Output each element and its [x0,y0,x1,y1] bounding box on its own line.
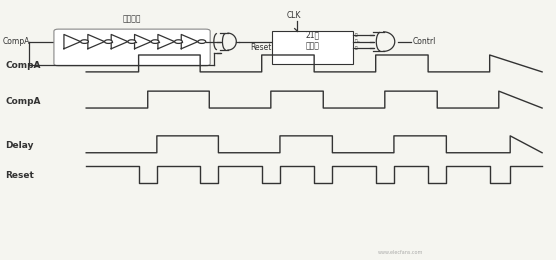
Text: CompA: CompA [6,97,41,106]
Text: Contrl: Contrl [413,37,436,46]
Circle shape [105,40,112,43]
Text: 位₀: 位₀ [355,33,359,37]
Text: CompA: CompA [3,37,30,46]
Text: CompA: CompA [6,61,41,70]
Bar [272,31,353,64]
Circle shape [175,40,182,43]
Circle shape [128,40,136,43]
Circle shape [151,40,159,43]
Text: Reset: Reset [6,171,34,180]
Text: CLK: CLK [286,10,301,20]
Text: 延迟单元: 延迟单元 [123,14,142,23]
FancyBboxPatch shape [54,29,210,66]
Circle shape [198,40,206,43]
Text: 位₂₀: 位₂₀ [355,46,360,50]
Text: www.elecfans.com: www.elecfans.com [378,250,424,255]
Circle shape [81,40,88,43]
Text: Delay: Delay [6,141,34,151]
Text: Reset: Reset [250,43,271,52]
Text: 21位
计数器: 21位 计数器 [306,31,320,50]
Text: 位₁₀: 位₁₀ [355,40,360,44]
